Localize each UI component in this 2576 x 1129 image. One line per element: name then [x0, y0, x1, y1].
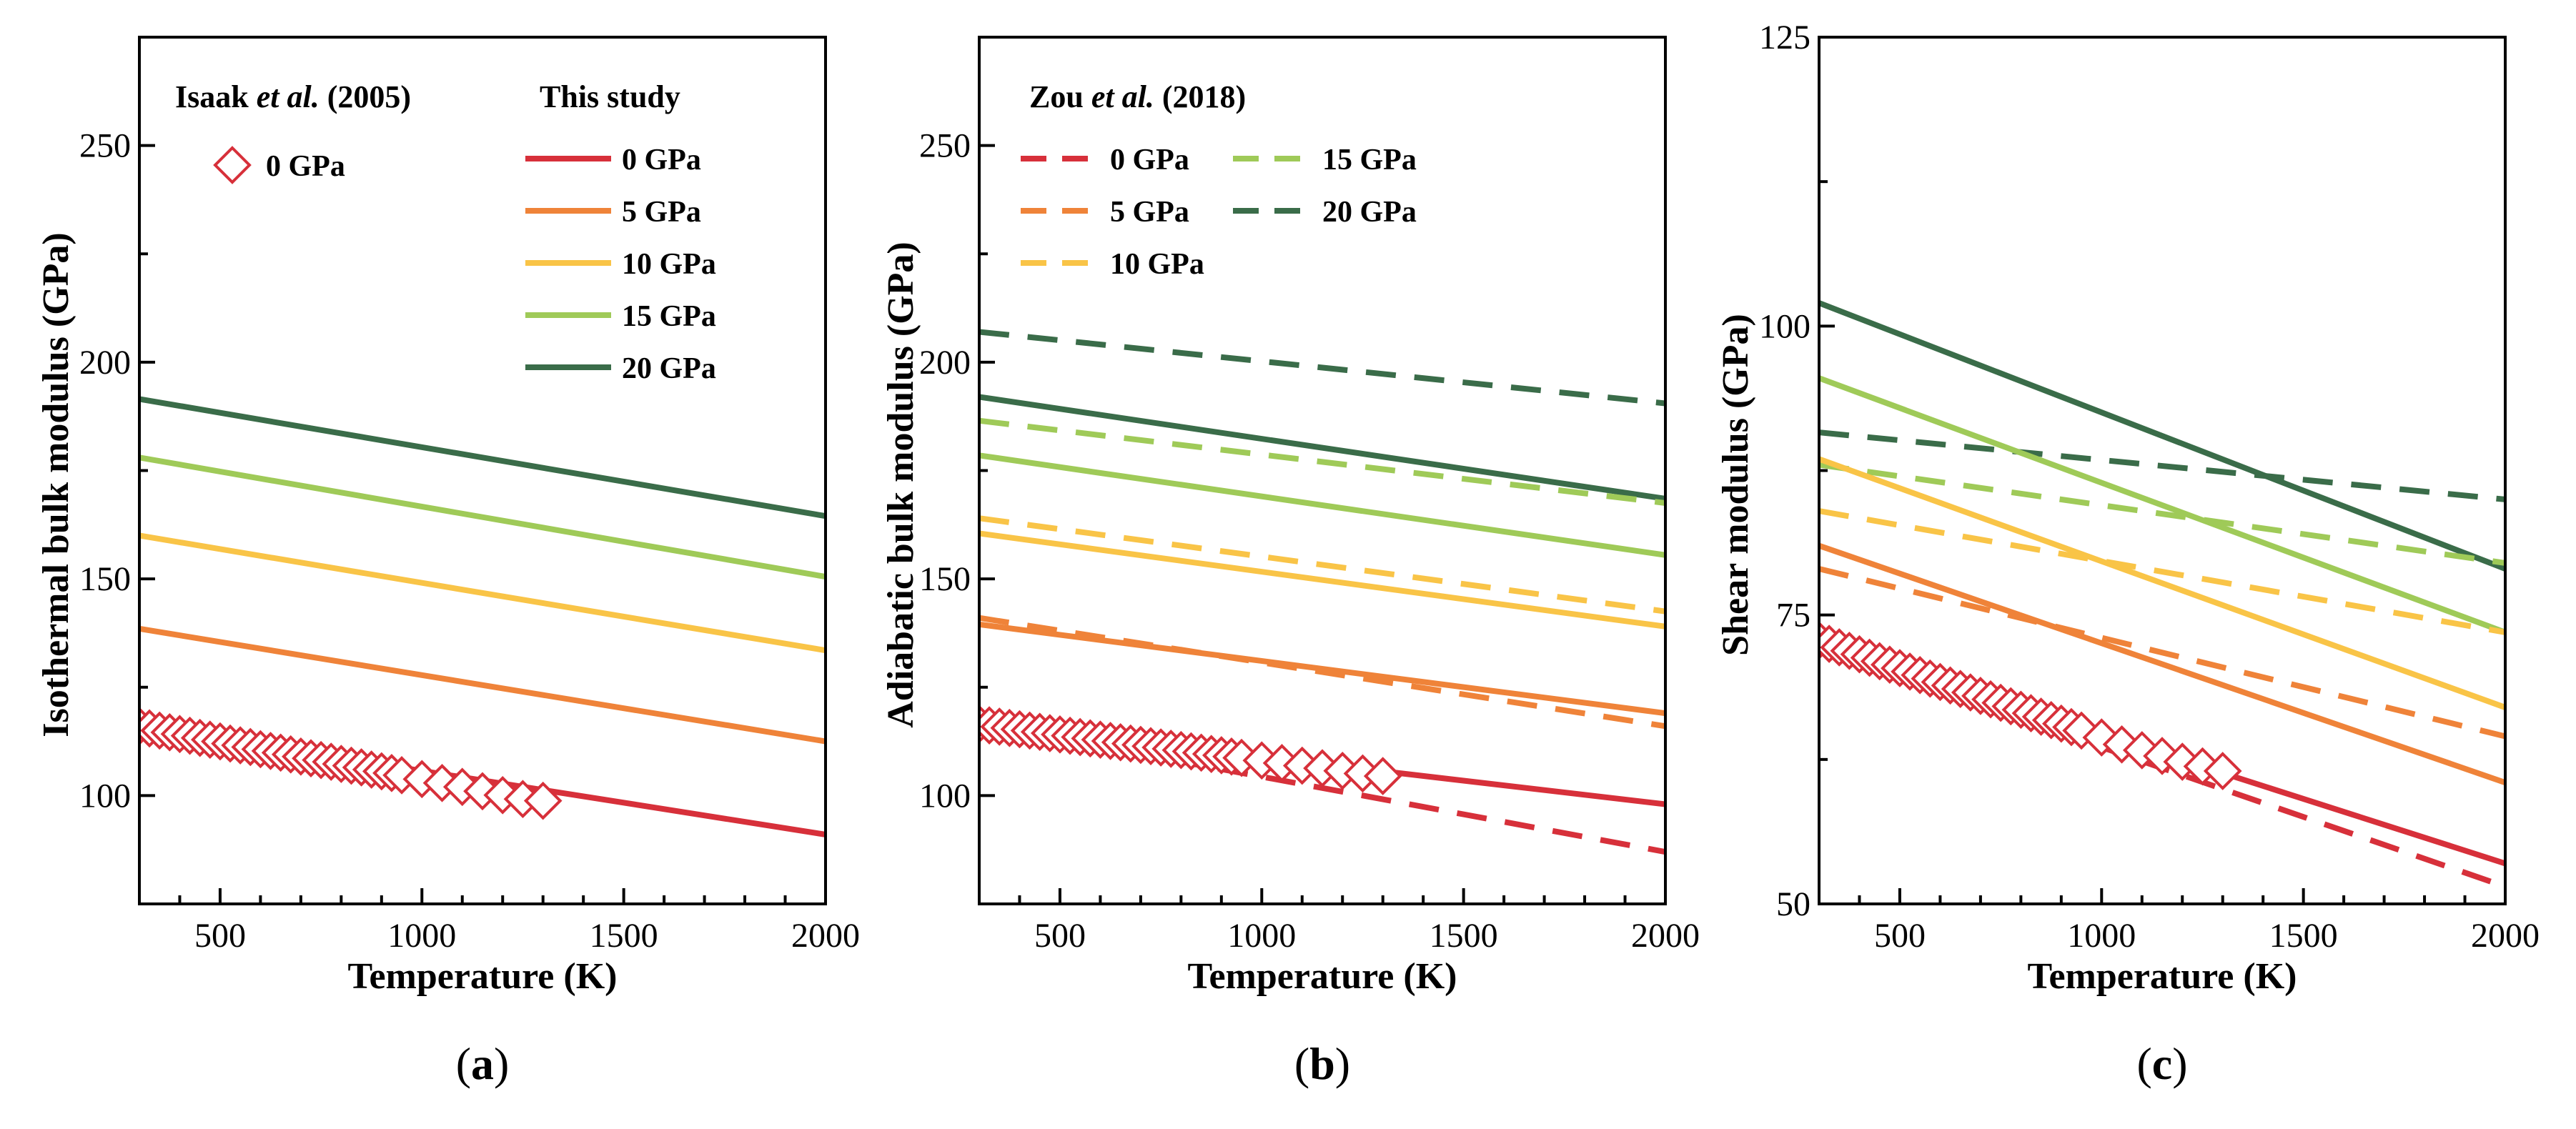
- series-b-this-study-10-gpa: [979, 530, 1665, 630]
- series-b-isaak-et-al-2005-0-gpa: [979, 705, 1402, 795]
- x-tick-label-c: 500: [1874, 917, 1926, 955]
- series-c-zou-et-al-15-gpa: [1819, 462, 2505, 566]
- legend-label-zou-3: 15 GPa: [1322, 144, 1417, 176]
- panel-label-part: (: [1294, 1038, 1309, 1089]
- panel-label-part: (: [456, 1038, 471, 1089]
- panel-label-part: ): [494, 1038, 509, 1089]
- panel-label-part: c: [2152, 1038, 2172, 1089]
- series-c-this-study-15-gpa: [1819, 375, 2505, 635]
- y-tick-label-a: 100: [79, 777, 131, 815]
- series-b-this-study-15-gpa: [979, 452, 1665, 558]
- x-tick-label-c: 1000: [2067, 917, 2136, 955]
- panel-label-b: (b): [1294, 1038, 1350, 1089]
- legend-title-part: et al.: [1091, 79, 1154, 114]
- plot-area-b: [979, 329, 1665, 855]
- series-c-zou-et-al-20-gpa: [1819, 429, 2505, 502]
- legend-label-this-study-0: 0 GPa: [622, 144, 701, 176]
- legend-label-this-study-3: 15 GPa: [622, 300, 716, 333]
- y-tick-label-b: 250: [919, 127, 971, 165]
- series-c-isaak-et-al-2005-0-gpa: [1819, 621, 2242, 790]
- panel-c-chart: 500 1000 1500 2000 50 75 100 125 Temperature (K)…: [1715, 19, 2540, 1089]
- series-c-this-study-20-gpa: [1819, 300, 2505, 572]
- x-tick-label-a: 2000: [791, 917, 860, 955]
- panel-label-a: (a): [456, 1038, 510, 1089]
- x-tick-label-c: 2000: [2471, 917, 2540, 955]
- series-a-this-study-10-gpa: [139, 532, 826, 654]
- panel-label-part: a: [471, 1038, 494, 1089]
- series-c-zou-et-al-10-gpa: [1819, 508, 2505, 635]
- y-axis-label-b: Adiabatic bulk modulus (GPa): [881, 242, 921, 728]
- panel-label-part: ): [1335, 1038, 1350, 1089]
- legend-label-zou-2: 10 GPa: [1110, 248, 1204, 281]
- series-b-this-study-20-gpa: [979, 394, 1665, 502]
- y-axis-label-c: Shear modulus (GPa): [1715, 314, 1756, 656]
- x-tick-label-b: 2000: [1631, 917, 1700, 955]
- legend-title-isaak: Isaak et al. (2005): [175, 79, 411, 114]
- x-tick-label-a: 500: [194, 917, 246, 955]
- legend-title-part: (2018): [1154, 79, 1246, 114]
- y-tick-label-b: 200: [919, 344, 971, 382]
- series-b-zou-et-al-15-gpa: [979, 417, 1665, 506]
- panel-label-part: (: [2136, 1038, 2151, 1089]
- plot-area-c: [1819, 300, 2505, 890]
- x-tick-label-c: 1500: [2269, 917, 2338, 955]
- panel-label-c: (c): [2136, 1038, 2187, 1089]
- x-tick-label-a: 1000: [387, 917, 456, 955]
- panel-label-part: b: [1309, 1038, 1335, 1089]
- legend-label-zou-0: 0 GPa: [1110, 144, 1189, 176]
- series-c-zou-et-al-5-gpa: [1819, 566, 2505, 740]
- y-tick-label-a: 150: [79, 560, 131, 598]
- y-axis-label-a: Isothermal bulk modulus (GPa): [36, 232, 76, 737]
- y-tick-label-b: 150: [919, 560, 971, 598]
- plot-area-a: [139, 396, 826, 837]
- x-axis-label-b: Temperature (K): [1188, 956, 1457, 997]
- legend-title-zou: Zou et al. (2018): [1029, 79, 1246, 114]
- series-b-zou-et-al-5-gpa: [979, 615, 1665, 730]
- x-axis-label-a: Temperature (K): [348, 956, 618, 997]
- panel-label-part: ): [2172, 1038, 2187, 1089]
- series-c-this-study-5-gpa: [1819, 542, 2505, 785]
- y-tick-label-a: 250: [79, 127, 131, 165]
- legend-label-zou-4: 20 GPa: [1322, 196, 1417, 229]
- legend-label-this-study-1: 5 GPa: [622, 196, 701, 229]
- legend-label-isaak-0gpa: 0 GPa: [266, 150, 345, 183]
- legend-title-part: Isaak: [175, 79, 257, 114]
- y-tick-label-c: 100: [1759, 307, 1810, 345]
- y-tick-label-c: 75: [1776, 597, 1810, 635]
- series-b-zou-et-al-10-gpa: [979, 515, 1665, 615]
- series-a-isaak-et-al-2005-0-gpa: [139, 707, 563, 820]
- panel-b-chart: 500 1000 1500 2000 100 150 200 250 Temperature (…: [881, 36, 1700, 1089]
- x-axis-label-c: Temperature (K): [2028, 956, 2297, 997]
- series-a-this-study-15-gpa: [139, 454, 826, 580]
- legend-title-part: (2005): [319, 79, 411, 114]
- legend-label-this-study-2: 10 GPa: [622, 248, 716, 281]
- y-tick-label-c: 125: [1759, 19, 1810, 56]
- y-tick-label-b: 100: [919, 777, 971, 815]
- legend-marker-isaak-0gpa: [213, 146, 252, 184]
- series-c-this-study-10-gpa: [1819, 456, 2505, 710]
- x-tick-label-a: 1500: [590, 917, 658, 955]
- x-tick-label-b: 1500: [1430, 917, 1498, 955]
- series-b-this-study-5-gpa: [979, 621, 1665, 717]
- legend-title-part: Zou: [1029, 79, 1091, 114]
- y-tick-label-c: 50: [1776, 885, 1810, 923]
- series-a-this-study-20-gpa: [139, 396, 826, 519]
- series-b-zou-et-al-20-gpa: [979, 329, 1665, 407]
- series-c-isaak-et-al-2005-0-gpa-point: [2203, 752, 2242, 790]
- legend-label-this-study-4: 20 GPa: [622, 352, 716, 385]
- panel-a-chart: 500 1000 1500 2000 100 150 200 250 Temperature (…: [36, 36, 860, 1089]
- series-b-isaak-et-al-2005-0-gpa-point: [1363, 757, 1402, 795]
- x-tick-label-b: 1000: [1227, 917, 1296, 955]
- legend-title-this-study: This study: [540, 79, 680, 114]
- series-a-this-study-5-gpa: [139, 625, 826, 745]
- legend-title-part: et al.: [257, 79, 319, 114]
- series-a-isaak-et-al-2005-0-gpa-point: [523, 781, 563, 820]
- y-tick-label-a: 200: [79, 344, 131, 382]
- legend-title-part: This study: [540, 79, 680, 114]
- legend-label-zou-1: 5 GPa: [1110, 196, 1189, 229]
- x-tick-label-b: 500: [1034, 917, 1086, 955]
